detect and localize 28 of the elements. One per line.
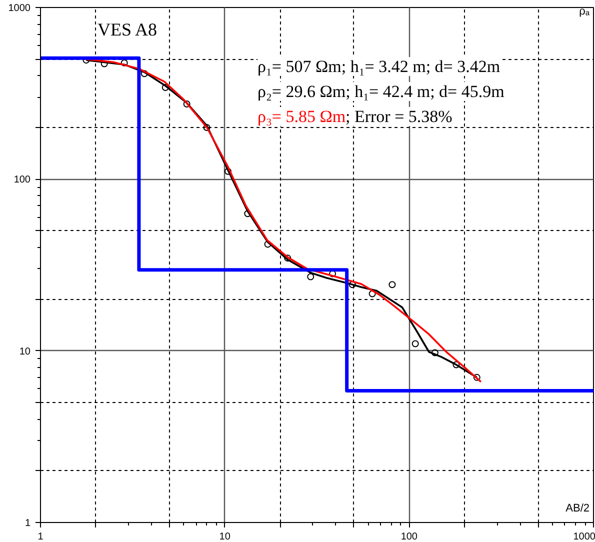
point [140, 70, 148, 78]
annotation: ; Error = 5.38% [346, 107, 452, 126]
y-tick-label: 1000 [8, 3, 31, 14]
point [224, 168, 232, 175]
point [412, 340, 419, 348]
point [431, 349, 438, 356]
annotation: ρ₂= 29.6 Ωm; h₁= 42.4 m; d= 45.9m [258, 82, 504, 101]
x-axis-title: AB/2 [566, 502, 590, 514]
annotation: ρ₁= 507 Ωm; h₁= 3.42 m; d= 3.42m [258, 57, 500, 76]
y-axis-title: ρₐ [579, 6, 590, 18]
x-tick-label: 1000 [573, 532, 595, 542]
point [183, 100, 190, 108]
y-tick-label: 100 [14, 174, 31, 186]
x-tick-label: 100 [400, 532, 418, 542]
point [368, 290, 376, 298]
y-tick-label: 1 [24, 518, 31, 529]
text: VES A8 [98, 20, 158, 40]
point [452, 361, 460, 368]
x-tick-label: 1 [38, 532, 44, 542]
point [307, 273, 314, 280]
annotation: ρ₃= 5.85 Ωm [258, 107, 346, 126]
x-tick-label: 10 [219, 532, 231, 542]
point [388, 281, 396, 288]
point [120, 59, 128, 66]
point [162, 84, 169, 91]
y-tick-label: 10 [19, 346, 31, 358]
point [203, 124, 210, 131]
point [348, 281, 356, 288]
